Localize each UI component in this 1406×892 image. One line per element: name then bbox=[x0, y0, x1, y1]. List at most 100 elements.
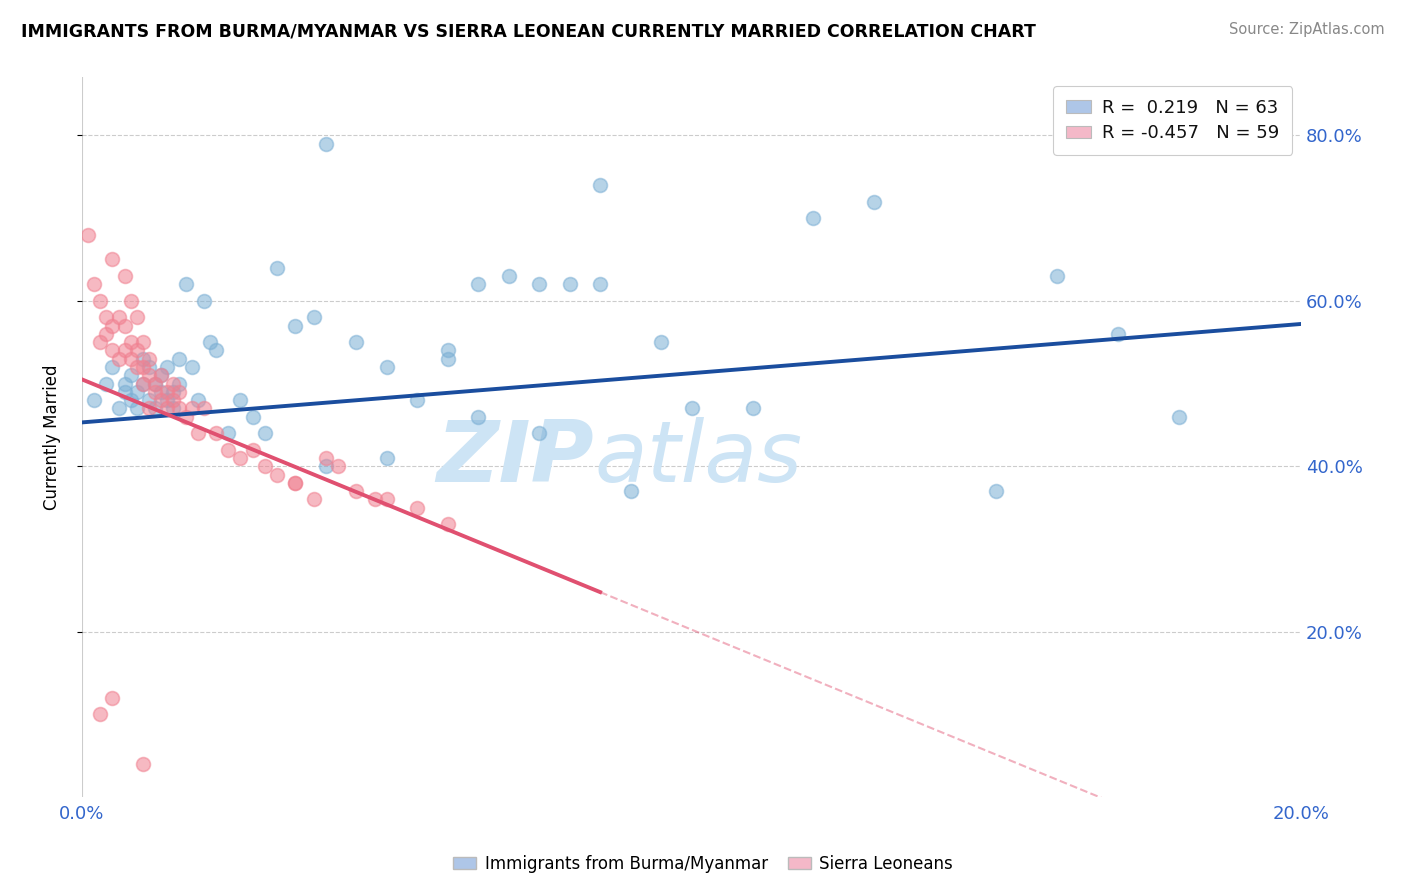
Point bbox=[187, 426, 209, 441]
Point bbox=[156, 384, 179, 399]
Point bbox=[114, 343, 136, 358]
Point bbox=[436, 517, 458, 532]
Point bbox=[169, 376, 191, 391]
Point bbox=[138, 359, 160, 374]
Point bbox=[114, 318, 136, 333]
Point bbox=[101, 359, 124, 374]
Point bbox=[125, 401, 148, 416]
Point bbox=[326, 459, 349, 474]
Point bbox=[107, 310, 129, 325]
Point bbox=[138, 401, 160, 416]
Point bbox=[193, 401, 215, 416]
Point bbox=[162, 401, 184, 416]
Point bbox=[344, 484, 367, 499]
Point bbox=[162, 376, 184, 391]
Point bbox=[187, 393, 209, 408]
Point bbox=[302, 310, 325, 325]
Legend: R =  0.219   N = 63, R = -0.457   N = 59: R = 0.219 N = 63, R = -0.457 N = 59 bbox=[1053, 87, 1292, 155]
Point bbox=[375, 359, 398, 374]
Point bbox=[1107, 326, 1129, 341]
Point bbox=[253, 459, 276, 474]
Y-axis label: Currently Married: Currently Married bbox=[44, 365, 60, 510]
Point bbox=[120, 335, 142, 350]
Point bbox=[284, 475, 307, 490]
Point bbox=[89, 293, 111, 308]
Point bbox=[217, 426, 239, 441]
Point bbox=[363, 492, 385, 507]
Point bbox=[406, 393, 429, 408]
Point bbox=[120, 393, 142, 408]
Point bbox=[156, 393, 179, 408]
Point bbox=[863, 194, 886, 209]
Point bbox=[174, 277, 197, 292]
Point bbox=[143, 384, 166, 399]
Point bbox=[205, 343, 228, 358]
Legend: Immigrants from Burma/Myanmar, Sierra Leoneans: Immigrants from Burma/Myanmar, Sierra Le… bbox=[446, 848, 960, 880]
Point bbox=[150, 384, 173, 399]
Point bbox=[169, 384, 191, 399]
Point bbox=[107, 401, 129, 416]
Text: ZIP: ZIP bbox=[436, 417, 593, 500]
Point bbox=[132, 335, 155, 350]
Point bbox=[143, 401, 166, 416]
Point bbox=[498, 268, 520, 283]
Point bbox=[101, 252, 124, 267]
Point bbox=[169, 401, 191, 416]
Point bbox=[198, 335, 221, 350]
Point bbox=[527, 277, 550, 292]
Point bbox=[156, 401, 179, 416]
Point bbox=[229, 393, 252, 408]
Point bbox=[284, 475, 307, 490]
Point bbox=[242, 409, 264, 424]
Point bbox=[83, 277, 105, 292]
Point bbox=[344, 335, 367, 350]
Point bbox=[558, 277, 581, 292]
Point bbox=[132, 757, 155, 772]
Point bbox=[180, 359, 202, 374]
Point bbox=[1046, 268, 1069, 283]
Point bbox=[315, 450, 337, 465]
Point bbox=[77, 227, 100, 242]
Point bbox=[180, 401, 202, 416]
Point bbox=[436, 343, 458, 358]
Point bbox=[120, 293, 142, 308]
Point bbox=[96, 376, 118, 391]
Point bbox=[315, 459, 337, 474]
Point bbox=[986, 484, 1008, 499]
Point bbox=[125, 384, 148, 399]
Text: atlas: atlas bbox=[593, 417, 801, 500]
Point bbox=[114, 376, 136, 391]
Point bbox=[143, 376, 166, 391]
Point bbox=[150, 368, 173, 383]
Point bbox=[89, 707, 111, 722]
Point bbox=[302, 492, 325, 507]
Point bbox=[150, 393, 173, 408]
Point bbox=[125, 310, 148, 325]
Point bbox=[120, 368, 142, 383]
Point bbox=[114, 384, 136, 399]
Point bbox=[83, 393, 105, 408]
Point bbox=[120, 351, 142, 366]
Point bbox=[803, 211, 825, 225]
Point bbox=[467, 277, 489, 292]
Point bbox=[266, 260, 288, 275]
Point bbox=[169, 351, 191, 366]
Point bbox=[527, 426, 550, 441]
Point bbox=[436, 351, 458, 366]
Text: IMMIGRANTS FROM BURMA/MYANMAR VS SIERRA LEONEAN CURRENTLY MARRIED CORRELATION CH: IMMIGRANTS FROM BURMA/MYANMAR VS SIERRA … bbox=[21, 22, 1036, 40]
Point bbox=[138, 393, 160, 408]
Point bbox=[650, 335, 672, 350]
Point bbox=[132, 376, 155, 391]
Point bbox=[375, 492, 398, 507]
Point bbox=[89, 335, 111, 350]
Point bbox=[162, 393, 184, 408]
Point bbox=[138, 351, 160, 366]
Point bbox=[193, 293, 215, 308]
Point bbox=[205, 426, 228, 441]
Point bbox=[284, 318, 307, 333]
Point bbox=[101, 690, 124, 705]
Point bbox=[101, 343, 124, 358]
Point bbox=[681, 401, 703, 416]
Point bbox=[132, 351, 155, 366]
Point bbox=[174, 409, 197, 424]
